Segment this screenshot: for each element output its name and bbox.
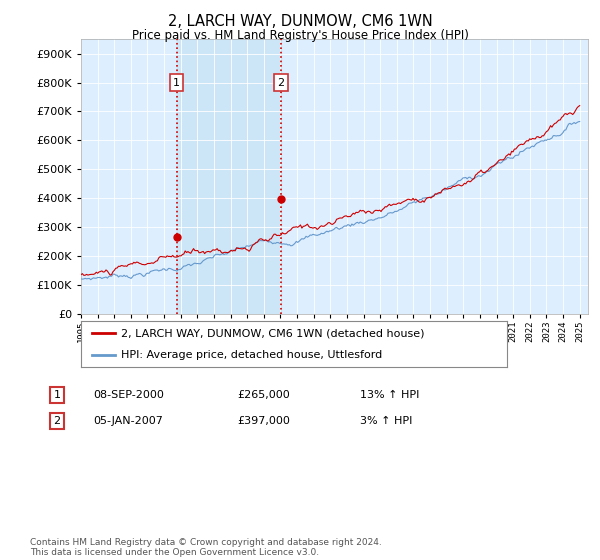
- Text: 05-JAN-2007: 05-JAN-2007: [93, 416, 163, 426]
- Text: 2: 2: [277, 77, 284, 87]
- Text: 08-SEP-2000: 08-SEP-2000: [93, 390, 164, 400]
- Text: 1: 1: [173, 77, 180, 87]
- Text: 1: 1: [53, 390, 61, 400]
- Text: HPI: Average price, detached house, Uttlesford: HPI: Average price, detached house, Uttl…: [121, 351, 383, 360]
- Text: Contains HM Land Registry data © Crown copyright and database right 2024.
This d: Contains HM Land Registry data © Crown c…: [30, 538, 382, 557]
- Text: £265,000: £265,000: [237, 390, 290, 400]
- Text: 3% ↑ HPI: 3% ↑ HPI: [360, 416, 412, 426]
- Text: Price paid vs. HM Land Registry's House Price Index (HPI): Price paid vs. HM Land Registry's House …: [131, 29, 469, 42]
- Bar: [176, 39, 281, 314]
- Text: 2, LARCH WAY, DUNMOW, CM6 1WN (detached house): 2, LARCH WAY, DUNMOW, CM6 1WN (detached …: [121, 328, 425, 338]
- Text: 2: 2: [53, 416, 61, 426]
- Text: 13% ↑ HPI: 13% ↑ HPI: [360, 390, 419, 400]
- Text: £397,000: £397,000: [237, 416, 290, 426]
- Text: 2, LARCH WAY, DUNMOW, CM6 1WN: 2, LARCH WAY, DUNMOW, CM6 1WN: [167, 14, 433, 29]
